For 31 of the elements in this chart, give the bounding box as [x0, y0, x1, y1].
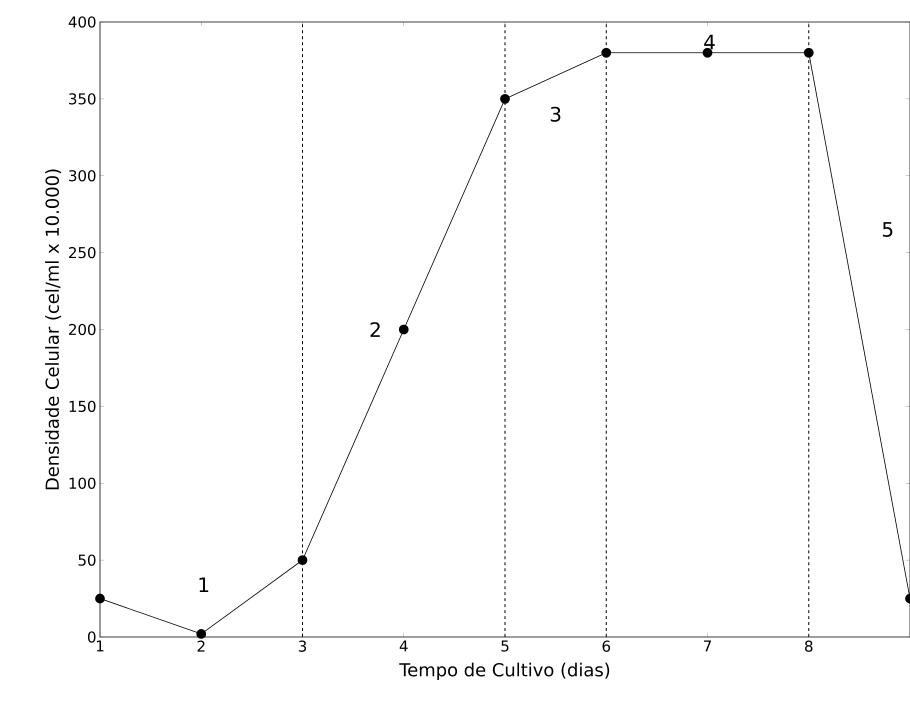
- point: [298, 555, 308, 566]
- x-tick-label: 1: [96, 640, 104, 652]
- x-tick-label: 8: [805, 640, 812, 652]
- y-tick-label: 200: [69, 324, 96, 336]
- point: [95, 594, 105, 604]
- y-tick-label: 100: [70, 478, 96, 489]
- x-axis-title: Tempo de Cultivo (dias): [399, 662, 610, 680]
- y-axis-title: Densidade Celular (cel/ml x 10.000): [45, 170, 62, 490]
- y-tick-label: 150: [70, 400, 96, 412]
- point: [601, 48, 612, 58]
- annotation: 2: [370, 322, 380, 337]
- point: [500, 94, 510, 104]
- x-tick-label: 6: [602, 640, 610, 652]
- x-tick-label: 3: [298, 640, 306, 652]
- y-tick-label: 50: [78, 554, 96, 566]
- annotation: 1: [200, 577, 208, 592]
- y-tick-label: 350: [69, 93, 96, 105]
- x-tick-label: 4: [400, 640, 408, 652]
- y-tick-label: 400: [68, 16, 96, 28]
- y-tick-label: 250: [69, 246, 96, 258]
- annotation: 4: [704, 34, 715, 50]
- point: [398, 324, 409, 334]
- point: [804, 48, 814, 58]
- y-tick-label: 0: [88, 631, 96, 643]
- x-tick-label: 5: [501, 640, 508, 652]
- y-tick-label: 300: [69, 170, 96, 182]
- annotation: 3: [550, 106, 560, 122]
- annotation: 5: [882, 222, 892, 237]
- point: [196, 629, 206, 639]
- x-tick-label: 2: [198, 640, 205, 652]
- x-tick-label: 7: [704, 640, 711, 652]
